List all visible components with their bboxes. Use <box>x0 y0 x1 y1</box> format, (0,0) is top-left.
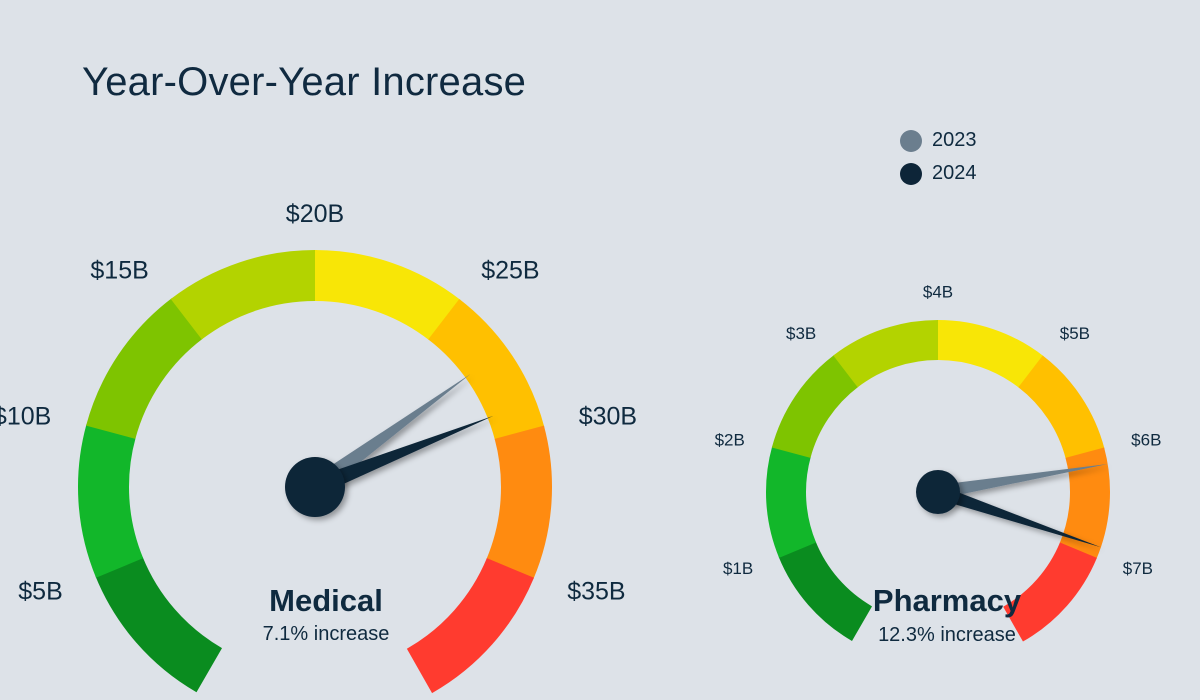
medical-band-5 <box>315 250 461 341</box>
medical-needle-hub <box>285 457 345 517</box>
medical-gauge-title: Medical <box>269 583 383 618</box>
medical-tick-label: $35B <box>567 577 625 605</box>
pharmacy-tick-label: $1B <box>723 559 753 578</box>
legend-item-2023: 2023 <box>900 124 977 157</box>
pharmacy-tick-label: $2B <box>715 431 745 450</box>
medical-band-7 <box>486 425 552 580</box>
pharmacy-band-3 <box>771 354 859 458</box>
pharmacy-band-6 <box>1018 355 1105 459</box>
pharmacy-band-1 <box>778 541 872 641</box>
medical-tick-label: $30B <box>579 402 637 430</box>
pharmacy-gauge-subtitle: 12.3% increase <box>878 624 1016 646</box>
medical-tick-label: $20B <box>286 200 344 228</box>
pharmacy-needle-2024 <box>935 485 1101 548</box>
pharmacy-tick-label: $4B <box>923 283 953 302</box>
medical-needle-2023 <box>309 374 471 495</box>
medical-tick-label: $15B <box>90 256 148 284</box>
pharmacy-tick-label: $3B <box>786 324 816 343</box>
pharmacy-band-4 <box>833 319 940 388</box>
pharmacy-tick-label: $5B <box>1060 324 1090 343</box>
legend-label-2024: 2024 <box>932 162 977 184</box>
medical-band-6 <box>428 298 545 441</box>
pharmacy-needle-2023 <box>936 463 1108 499</box>
pharmacy-tick-label: $6B <box>1131 431 1161 450</box>
medical-band-3 <box>86 297 203 439</box>
medical-needle-2024 <box>311 415 494 496</box>
medical-band-4 <box>170 250 317 340</box>
legend-swatch-2024 <box>900 162 922 185</box>
page-title: Year-Over-Year Increase <box>82 60 527 104</box>
pharmacy-needle-hub <box>916 470 960 514</box>
pharmacy-band-5 <box>938 320 1044 388</box>
pharmacy-band-2 <box>765 446 817 558</box>
medical-tick-label: $10B <box>0 402 51 430</box>
pharmacy-gauge-title: Pharmacy <box>872 583 1022 618</box>
medical-tick-label: $5B <box>18 577 62 605</box>
medical-band-1 <box>95 556 222 693</box>
medical-tick-label: $25B <box>481 256 539 284</box>
legend-item-2024: 2024 <box>900 157 977 190</box>
medical-band-2 <box>78 424 144 578</box>
pharmacy-band-7 <box>1059 447 1110 559</box>
legend: 2023 2024 <box>900 124 977 190</box>
medical-band-8 <box>406 558 534 694</box>
pharmacy-band-8 <box>1003 542 1097 642</box>
legend-swatch-2023 <box>900 129 922 152</box>
legend-label-2023: 2023 <box>932 129 977 151</box>
medical-gauge-subtitle: 7.1% increase <box>262 623 390 645</box>
pharmacy-tick-label: $7B <box>1123 559 1153 578</box>
